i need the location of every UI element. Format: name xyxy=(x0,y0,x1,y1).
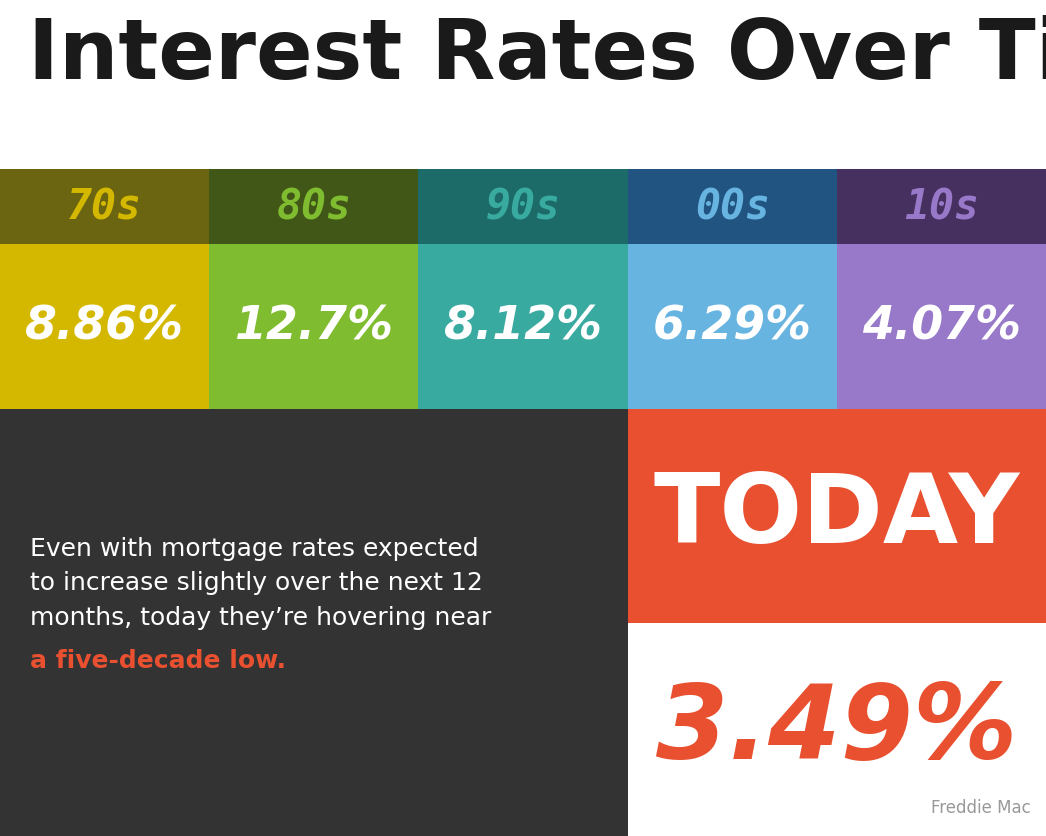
Text: Interest Rates Over Time: Interest Rates Over Time xyxy=(28,15,1046,96)
Text: 00s: 00s xyxy=(695,186,770,228)
Text: 12.7%: 12.7% xyxy=(234,304,393,349)
Text: 6.29%: 6.29% xyxy=(653,304,812,349)
Text: 10s: 10s xyxy=(904,186,979,228)
Text: 4.07%: 4.07% xyxy=(862,304,1021,349)
Text: Freddie Mac: Freddie Mac xyxy=(931,798,1031,816)
Text: Even with mortgage rates expected
to increase slightly over the next 12
months, : Even with mortgage rates expected to inc… xyxy=(30,537,492,630)
Bar xyxy=(0,410,628,836)
Bar xyxy=(209,245,418,410)
Text: 80s: 80s xyxy=(276,186,351,228)
Text: 8.86%: 8.86% xyxy=(25,304,184,349)
Text: 90s: 90s xyxy=(485,186,561,228)
Bar xyxy=(837,170,1046,245)
Bar xyxy=(418,170,628,245)
Bar xyxy=(837,245,1046,410)
Bar xyxy=(0,170,209,245)
Bar xyxy=(628,170,837,245)
Bar xyxy=(628,245,837,410)
Text: 8.12%: 8.12% xyxy=(444,304,602,349)
Text: a five-decade low.: a five-decade low. xyxy=(30,648,286,672)
Bar xyxy=(209,170,418,245)
Bar xyxy=(628,623,1046,836)
Text: 70s: 70s xyxy=(67,186,142,228)
Bar xyxy=(418,245,628,410)
Bar xyxy=(628,410,1046,623)
Text: 3.49%: 3.49% xyxy=(656,679,1018,780)
Bar xyxy=(0,245,209,410)
Text: TODAY: TODAY xyxy=(654,470,1020,563)
